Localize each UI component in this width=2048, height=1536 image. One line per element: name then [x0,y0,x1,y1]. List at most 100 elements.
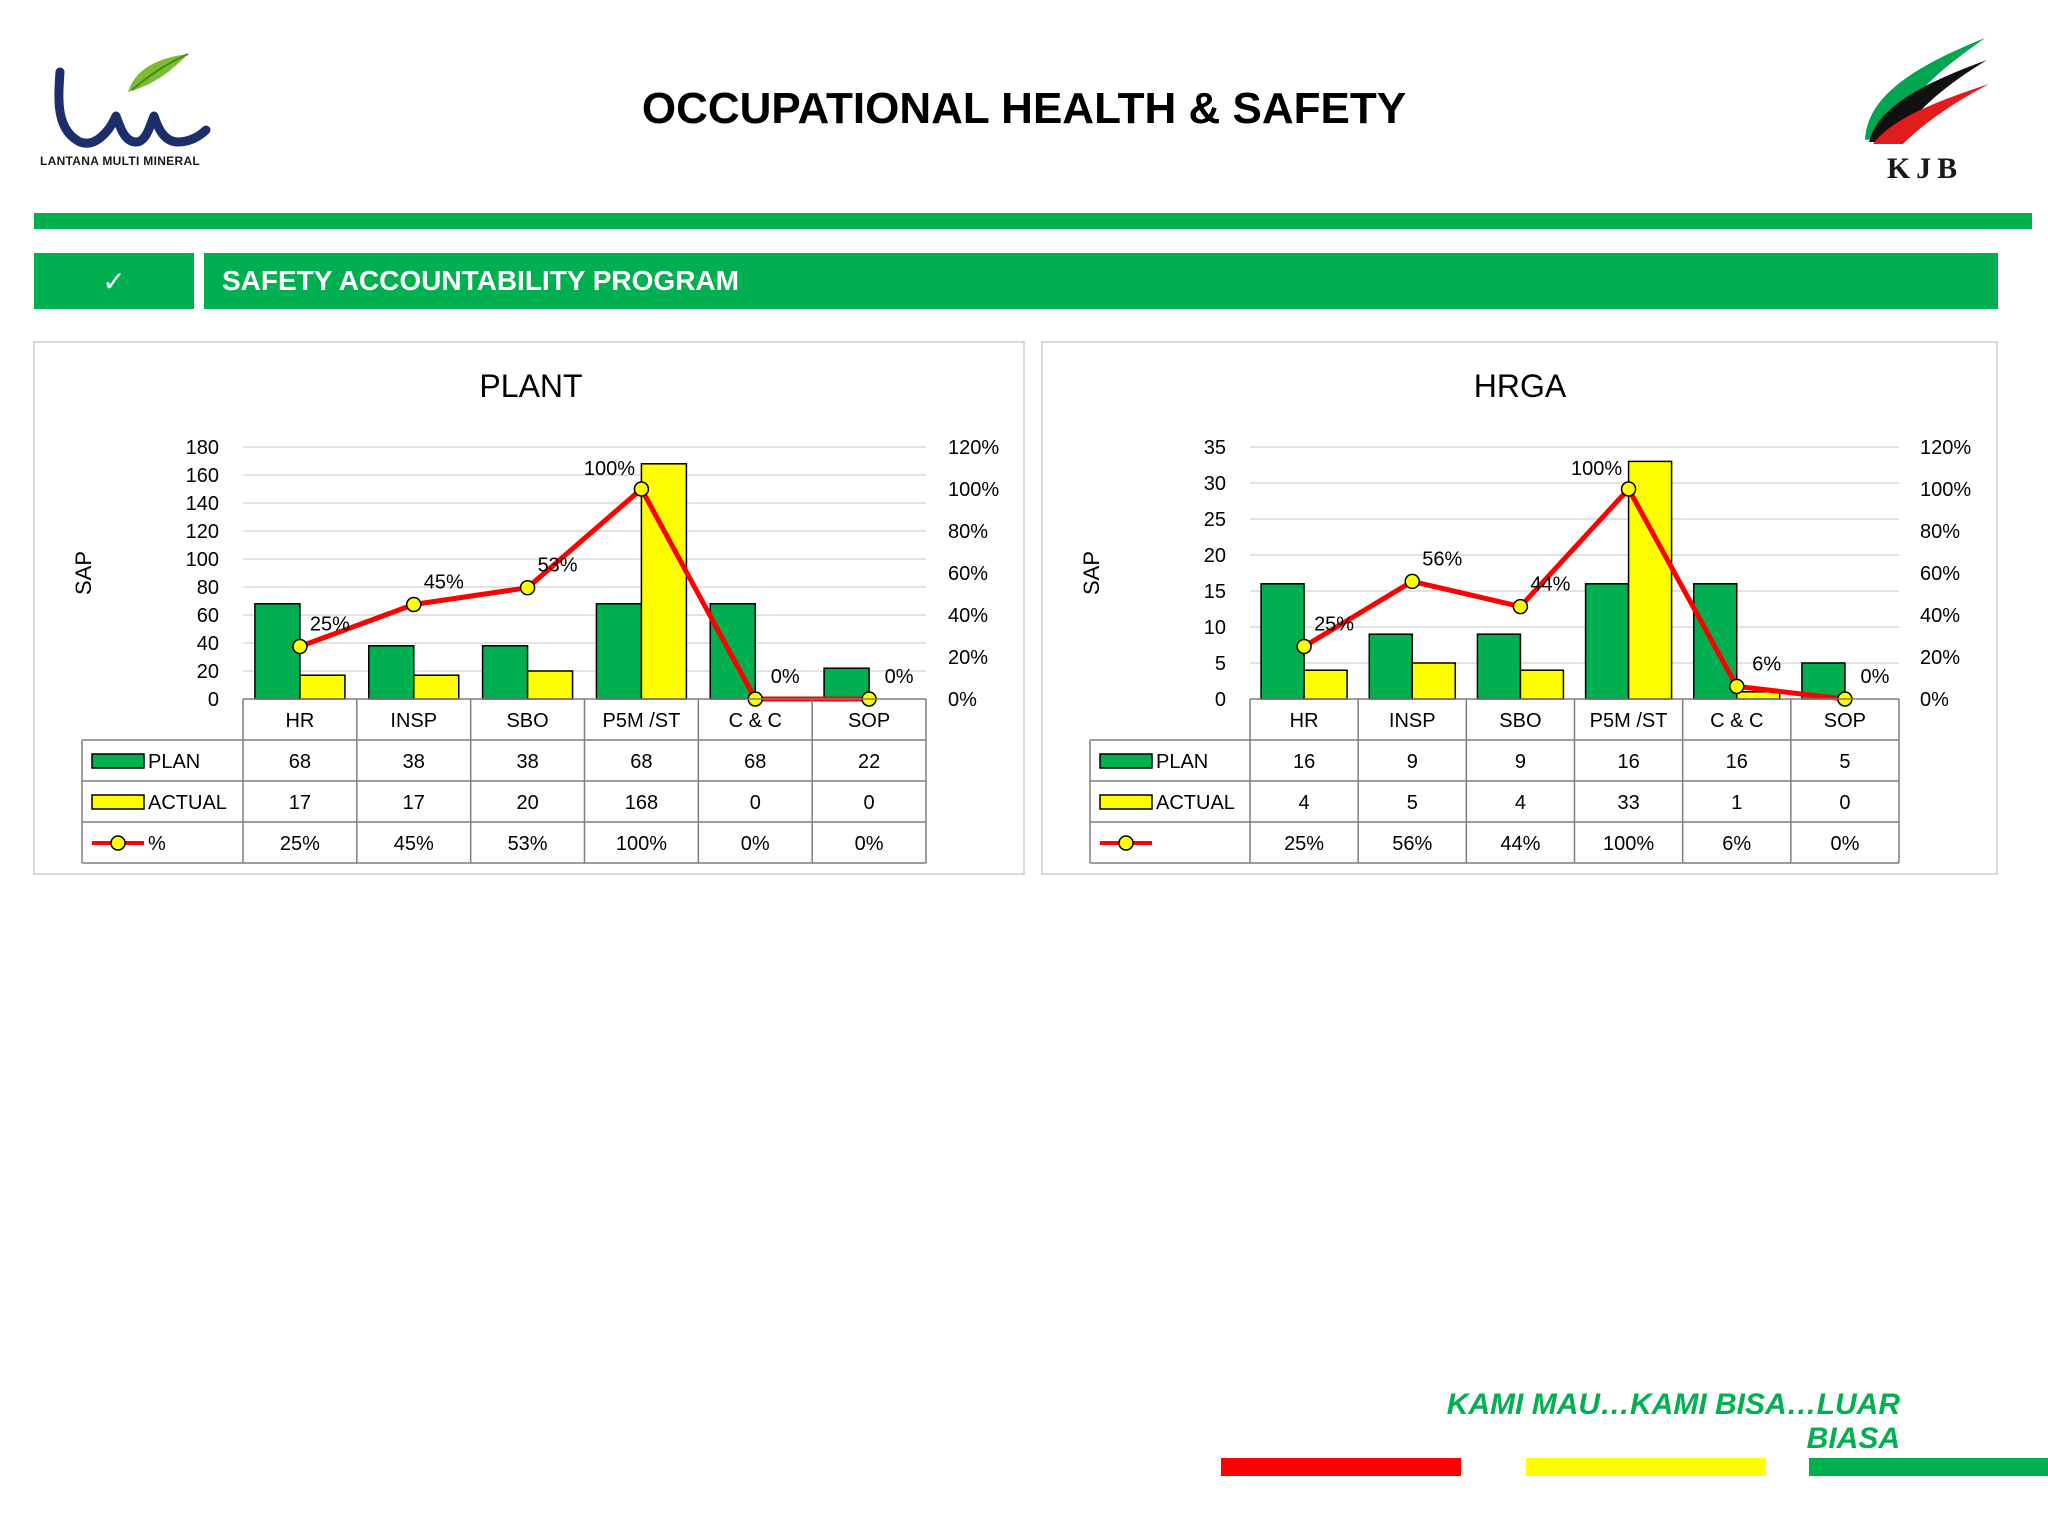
hrga-table-cell: 33 [1617,792,1639,814]
plant-legend-key-marker [110,835,126,851]
plant-series-name: ACTUAL [148,792,227,814]
hrga-y-tick-label: 10 [1204,617,1226,639]
plant-table-cell: 68 [630,751,652,773]
hrga-y2-tick-label: 20% [1920,647,1960,669]
footer-tagline: KAMI MAU…KAMI BISA…LUAR BIASA [1446,1388,1900,1455]
header-divider [34,213,2032,229]
section-title-bar: SAFETY ACCOUNTABILITY PROGRAM [204,253,1998,309]
plant-table-cell: 20 [516,792,538,814]
kjb-logo [1855,30,1995,160]
plant-table-cell: 168 [625,792,658,814]
hrga-bar-plan [1476,633,1522,700]
plant-y2-tick-label: 60% [948,563,988,585]
plant-data-label: 0% [771,666,800,688]
hrga-table-cell: 1 [1731,792,1742,814]
lantana-logo-text: LANTANA MULTI MINERAL [40,154,201,168]
hrga-category-label: SOP [1824,710,1866,732]
hrga-data-table: HR INSP SBO P5M /ST C & C SOP PLAN 16 9 9 16 16 5 ACT… [1089,698,1900,864]
plant-chart: PLANT SAP 0 20 40 60 80 100 120 140 160 180 0% 20% 40%… [71,368,999,864]
plant-bar-plan [254,603,301,700]
hrga-legend-key-plan [1099,753,1153,769]
plant-chart-panel: PLANT SAP 0 20 40 60 80 100 120 140 160 180 0% 20% 40%… [33,341,1025,875]
hrga-data-label: 0% [1860,666,1889,688]
hrga-y-tick-label: 30 [1204,473,1226,495]
plant-table-cell: 25% [280,833,320,855]
hrga-percent-point [1512,598,1529,615]
hrga-y2-tick-label: 120% [1920,437,1971,459]
hrga-y2-tick-label: 60% [1920,563,1960,585]
plant-percent-point [519,579,536,596]
hrga-data-label: 25% [1314,614,1354,636]
lantana-logo [40,50,220,180]
plant-legend-key-plan [91,753,145,769]
check-mark: ✓ [102,265,126,297]
hrga-percent-point [1729,678,1745,695]
plant-table-cell: 17 [403,792,425,814]
plant-table-cell: 0 [864,792,875,814]
plant-y-tick-label: 20 [197,661,219,683]
plant-table-cell: 17 [289,792,311,814]
hrga-y2-tick-label: 40% [1920,605,1960,627]
plant-table-cell: 0% [855,833,884,855]
plant-data-label: 53% [538,555,578,577]
hrga-data-label: 44% [1530,574,1570,596]
hrga-y-axis-label: SAP [1079,551,1104,595]
plant-table-cell: 22 [858,751,880,773]
plant-series-name: % [148,833,166,855]
hrga-y-tick-label: 25 [1204,509,1226,531]
plant-table-cell: 68 [289,751,311,773]
plant-y2-tick-label: 100% [948,479,999,501]
hrga-table-cell: 4 [1515,792,1526,814]
plant-table-cell: 53% [508,833,548,855]
plant-y-axis-label: SAP [71,551,96,595]
hrga-percent-line [1302,486,1846,702]
plant-y2-tick-label: 20% [948,647,988,669]
check-icon: ✓ [34,253,194,309]
hrga-data-label: 56% [1422,548,1462,570]
hrga-table-cell: 16 [1726,751,1748,773]
plant-table-cell: 0% [741,833,770,855]
hrga-table-cell: 16 [1293,751,1315,773]
hrga-bar-plan [1584,583,1630,700]
plant-y-tick-label: 80 [197,577,219,599]
hrga-y2-tick-label: 80% [1920,521,1960,543]
hrga-data-label: 100% [1571,458,1622,480]
hrga-series-name: PLAN [1156,751,1208,773]
plant-percent-point [406,596,422,613]
plant-bar-plan [595,603,643,700]
plant-bar-actual [299,674,346,700]
plant-percent-point [633,481,650,497]
hrga-bar-actual [1411,662,1456,700]
hrga-category-label: P5M /ST [1590,710,1668,732]
hrga-category-label: INSP [1389,710,1436,732]
plant-y-tick-label: 140 [186,493,219,515]
hrga-percent-point [1296,638,1312,655]
plant-y-tick-label: 100 [186,549,219,571]
plant-category-label: INSP [390,710,437,732]
plant-table-cell: 38 [403,751,425,773]
footer-strip-red [1221,1458,1461,1476]
plant-category-label: SOP [848,710,890,732]
hrga-data-label: 6% [1752,653,1781,675]
hrga-y-tick-label: 0 [1215,689,1226,711]
plant-legend-key-actual [91,794,145,810]
hrga-y2-tick-label: 0% [1920,689,1949,711]
plant-data-table: HR INSP SBO P5M /ST C & C SOP PLAN 68 38 38 68 68 22… [81,698,927,864]
plant-table-cell: 45% [394,833,434,855]
hrga-table-cell: 100% [1603,833,1654,855]
plant-data-label: 100% [584,458,635,480]
hrga-chart-title: HRGA [1474,368,1567,404]
plant-y-tick-label: 120 [186,521,219,543]
section-title: SAFETY ACCOUNTABILITY PROGRAM [222,265,739,296]
plant-percent-point [292,638,308,655]
hrga-percent-point [1404,573,1420,590]
hrga-bar-actual [1519,669,1565,700]
hrga-legend-key-marker [1118,835,1134,851]
hrga-bar-plan [1260,583,1305,700]
plant-y2-tick-label: 80% [948,521,988,543]
kjb-logo-text: KJB [1886,152,1964,185]
hrga-table-cell: 0% [1830,833,1859,855]
hrga-table-cell: 16 [1617,751,1639,773]
plant-chart-title: PLANT [479,368,582,404]
hrga-category-label: SBO [1499,710,1541,732]
